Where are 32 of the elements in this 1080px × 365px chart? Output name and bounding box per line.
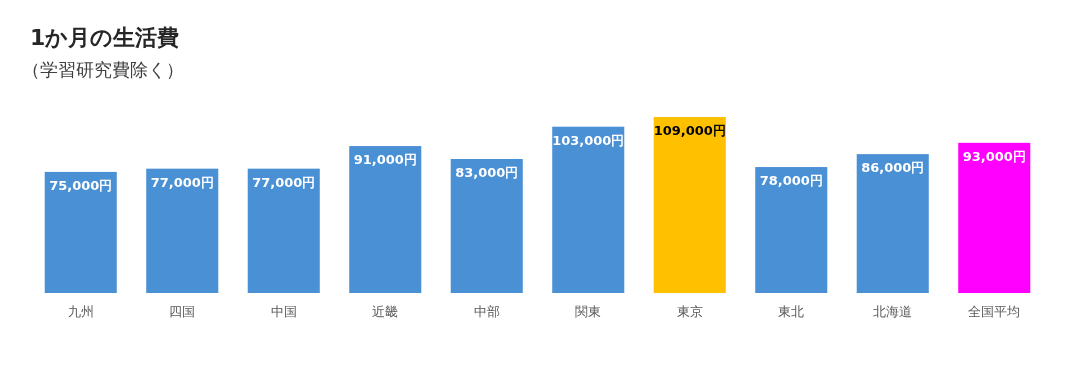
chart-title: 1か月の生活費 — [30, 25, 180, 50]
x-tick-label: 全国平均 — [968, 304, 1021, 319]
data-label: 93,000円 — [962, 148, 1026, 164]
bar — [552, 126, 625, 293]
data-label: 77,000円 — [150, 174, 214, 190]
bar — [349, 146, 422, 293]
data-label: 77,000円 — [252, 174, 316, 190]
bar — [856, 154, 929, 293]
bar — [146, 168, 219, 293]
data-label: 83,000円 — [455, 164, 519, 180]
bar — [755, 167, 828, 293]
x-tick-label: 関東 — [575, 304, 602, 319]
x-tick-label: 中国 — [270, 304, 297, 319]
data-label: 103,000円 — [552, 132, 625, 148]
data-label: 75,000円 — [49, 177, 113, 193]
data-label: 86,000円 — [861, 160, 925, 176]
bar — [44, 171, 117, 293]
bar — [450, 158, 523, 293]
data-label: 78,000円 — [759, 173, 823, 189]
chart-subtitle: （学習研究費除く） — [22, 59, 184, 80]
data-label: 91,000円 — [353, 152, 417, 168]
x-tick-label: 九州 — [67, 304, 94, 319]
bar — [958, 142, 1031, 293]
x-tick-label: 近畿 — [372, 304, 399, 319]
x-tick-label: 東京 — [676, 304, 703, 319]
x-tick-label: 中部 — [473, 304, 500, 319]
bar — [247, 168, 320, 293]
x-tick-label: 北海道 — [873, 304, 913, 319]
bar — [653, 117, 726, 293]
data-label: 109,000円 — [653, 123, 726, 138]
x-tick-label: 東北 — [778, 304, 805, 319]
x-tick-label: 四国 — [169, 304, 196, 319]
